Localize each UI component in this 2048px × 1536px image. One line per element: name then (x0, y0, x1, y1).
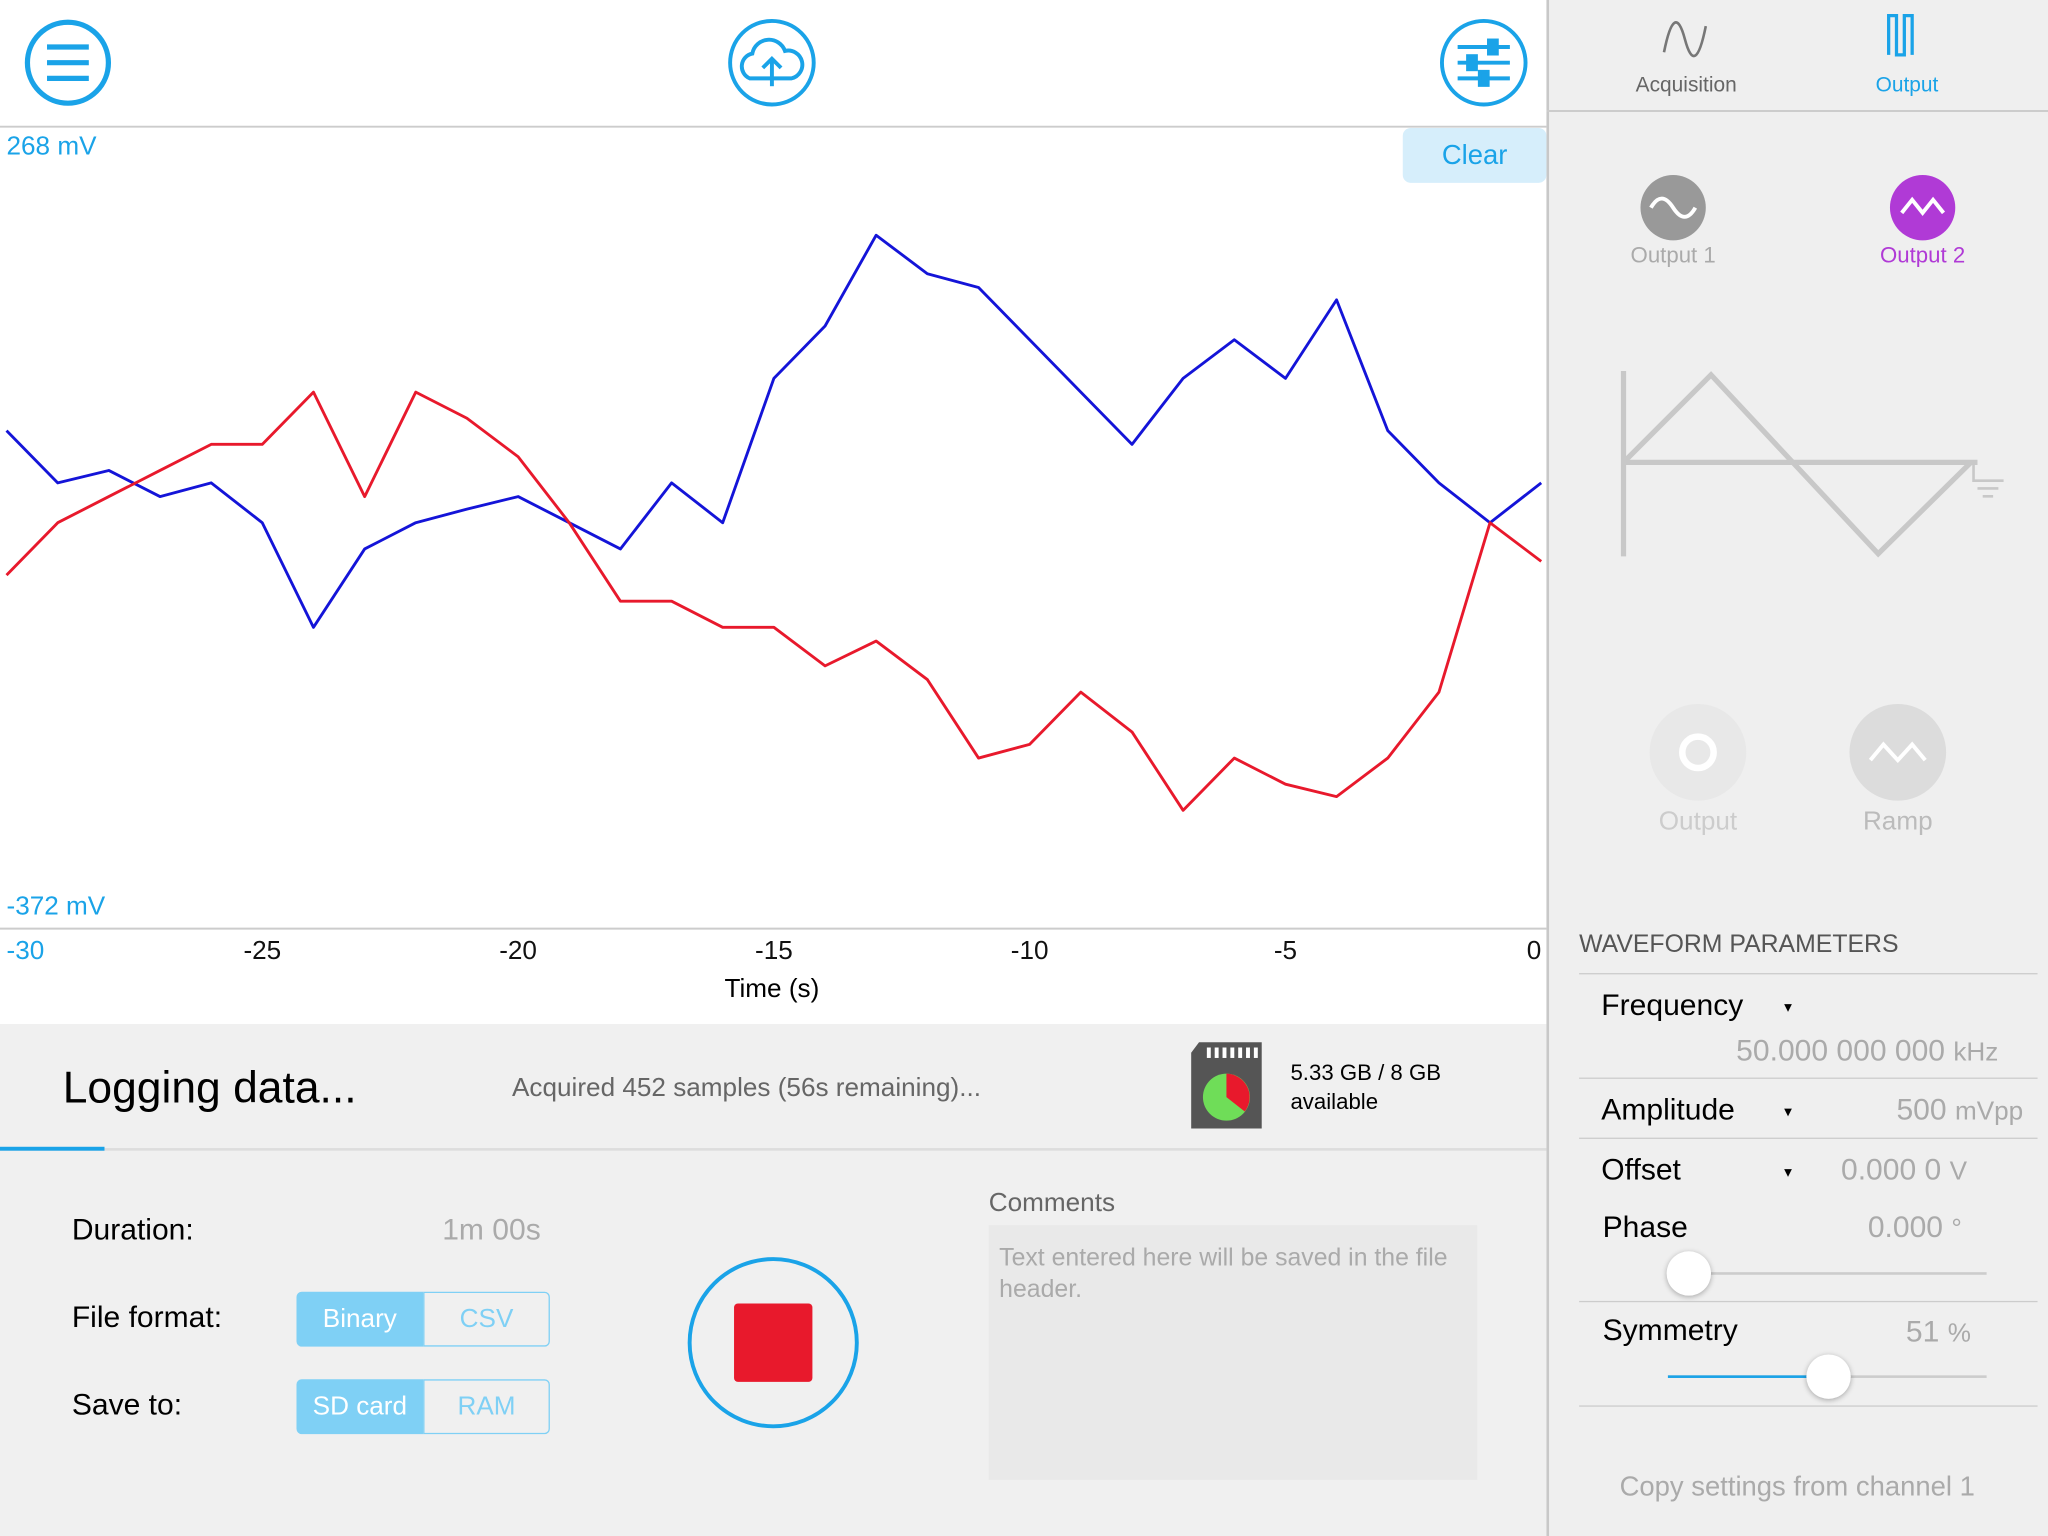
storage-text: 5.33 GB / 8 GB (1290, 1060, 1442, 1086)
comments-label: Comments (988, 1188, 1116, 1218)
phase-slider-thumb[interactable] (1666, 1251, 1712, 1296)
param-label: Symmetry (1602, 1312, 1738, 1347)
ramp-button[interactable] (1849, 703, 1947, 801)
tab-label[interactable]: Output (1875, 74, 1939, 97)
symmetry-slider-fill (1667, 1375, 1830, 1378)
divider (0, 1148, 1547, 1151)
phase-slider-track (1667, 1272, 1987, 1275)
file-format-label: File format: (71, 1299, 223, 1334)
series-line (5, 233, 1543, 629)
param-label: Amplitude (1601, 1091, 1735, 1126)
x-tick-label: -15 (755, 935, 793, 965)
chart: Clear Time (s) 268 mV -372 mV -30 -25 -20 -15… (0, 18, 1547, 1003)
divider (1579, 1405, 2038, 1407)
param-label: Phase (1602, 1209, 1688, 1244)
comments-box[interactable] (988, 1225, 1478, 1480)
output-icon[interactable] (1887, 14, 1914, 57)
param-value[interactable]: 50.000 000 000 kHz (1607, 1033, 1999, 1068)
tab-label[interactable]: Acquisition (1635, 74, 1737, 97)
storage-note: available (1290, 1089, 1379, 1115)
value[interactable]: 0.000 (1867, 1209, 1943, 1244)
panel-graphics (1546, 14, 2048, 801)
dropdown-arrow[interactable]: ▾ (1784, 997, 1793, 1017)
x-tick-label: -10 (1011, 935, 1049, 965)
progress-bar (0, 1146, 105, 1151)
copy-button[interactable]: Copy settings from channel 1 (1619, 1471, 1975, 1503)
param-value[interactable]: 0.000 0 V (1706, 1151, 1968, 1186)
divider (1579, 1300, 2038, 1303)
section-title: WAVEFORM PARAMETERS (1579, 931, 1899, 959)
waveform-label[interactable]: Ramp (1862, 807, 1933, 836)
segment-option[interactable]: RAM (423, 1379, 550, 1435)
param-value[interactable]: 500 mVpp (1762, 1091, 2024, 1126)
param-value[interactable]: 51 % (1710, 1313, 1971, 1348)
dropdown-arrow[interactable]: ▾ (1784, 1162, 1793, 1181)
output-2-button[interactable] (1889, 175, 1956, 241)
menu-button[interactable] (24, 19, 112, 106)
segment-option[interactable]: SD card (296, 1379, 424, 1435)
record-button[interactable] (682, 1251, 865, 1434)
dropdown-arrow[interactable]: ▾ (1784, 1102, 1793, 1121)
value[interactable]: 51 (1905, 1313, 1940, 1348)
x-tick-label: -30 (7, 935, 45, 965)
unit: ° (1951, 1214, 1962, 1244)
symmetry-slider-thumb[interactable] (1806, 1354, 1851, 1399)
waveform-preview (1620, 370, 2004, 558)
x-tick-label: 0 (1527, 935, 1542, 965)
output-label[interactable]: Output 1 (1630, 242, 1716, 268)
clear-label[interactable]: Clear (1442, 139, 1508, 170)
value[interactable]: 0.000 0 (1840, 1151, 1942, 1186)
clear-button[interactable] (1402, 127, 1547, 183)
divider (1579, 1137, 2038, 1139)
unit: % (1947, 1319, 1971, 1348)
divider (1579, 973, 2038, 975)
settings-button[interactable] (1439, 18, 1528, 107)
x-tick-label: -20 (499, 935, 537, 965)
duration-label: Duration: (71, 1212, 194, 1247)
upload-button[interactable] (728, 18, 816, 107)
save-to-label: Save to: (71, 1387, 183, 1422)
value[interactable]: 50.000 000 000 (1736, 1033, 1946, 1068)
unit: mVpp (1954, 1097, 2024, 1126)
y-tick-label: -372 mV (7, 891, 106, 921)
sd-card-icon (1191, 1042, 1262, 1129)
duration-value[interactable]: 1m 00s (442, 1212, 541, 1247)
segment-option[interactable]: CSV (423, 1291, 550, 1347)
output-toggle[interactable] (1649, 703, 1747, 801)
unit: V (1949, 1157, 1968, 1186)
comments-placeholder: Text entered here will be saved in the f… (999, 1244, 1448, 1304)
param-label: Offset (1601, 1151, 1681, 1186)
divider (1579, 1077, 2038, 1079)
param-label: Frequency (1601, 987, 1744, 1022)
logging-title: Logging data... (62, 1063, 357, 1113)
output-label[interactable]: Output 2 (1880, 242, 1966, 268)
param-value[interactable]: 0.000 ° (1701, 1209, 1962, 1244)
y-tick-label: 268 mV (7, 130, 98, 160)
logging-status: Acquired 452 samples (56s remaining)... (511, 1073, 981, 1103)
segment-option[interactable]: Binary (296, 1291, 424, 1347)
value[interactable]: 500 (1896, 1091, 1947, 1126)
acquisition-icon[interactable] (1662, 21, 1708, 58)
x-axis-title: Time (s) (725, 973, 820, 1003)
series-line (5, 390, 1543, 812)
waveform-label[interactable]: Output (1658, 807, 1738, 836)
unit: kHz (1953, 1038, 1999, 1068)
x-tick-label: -25 (243, 935, 281, 965)
side-panel (1546, 0, 2048, 1536)
x-tick-label: -5 (1274, 935, 1297, 965)
